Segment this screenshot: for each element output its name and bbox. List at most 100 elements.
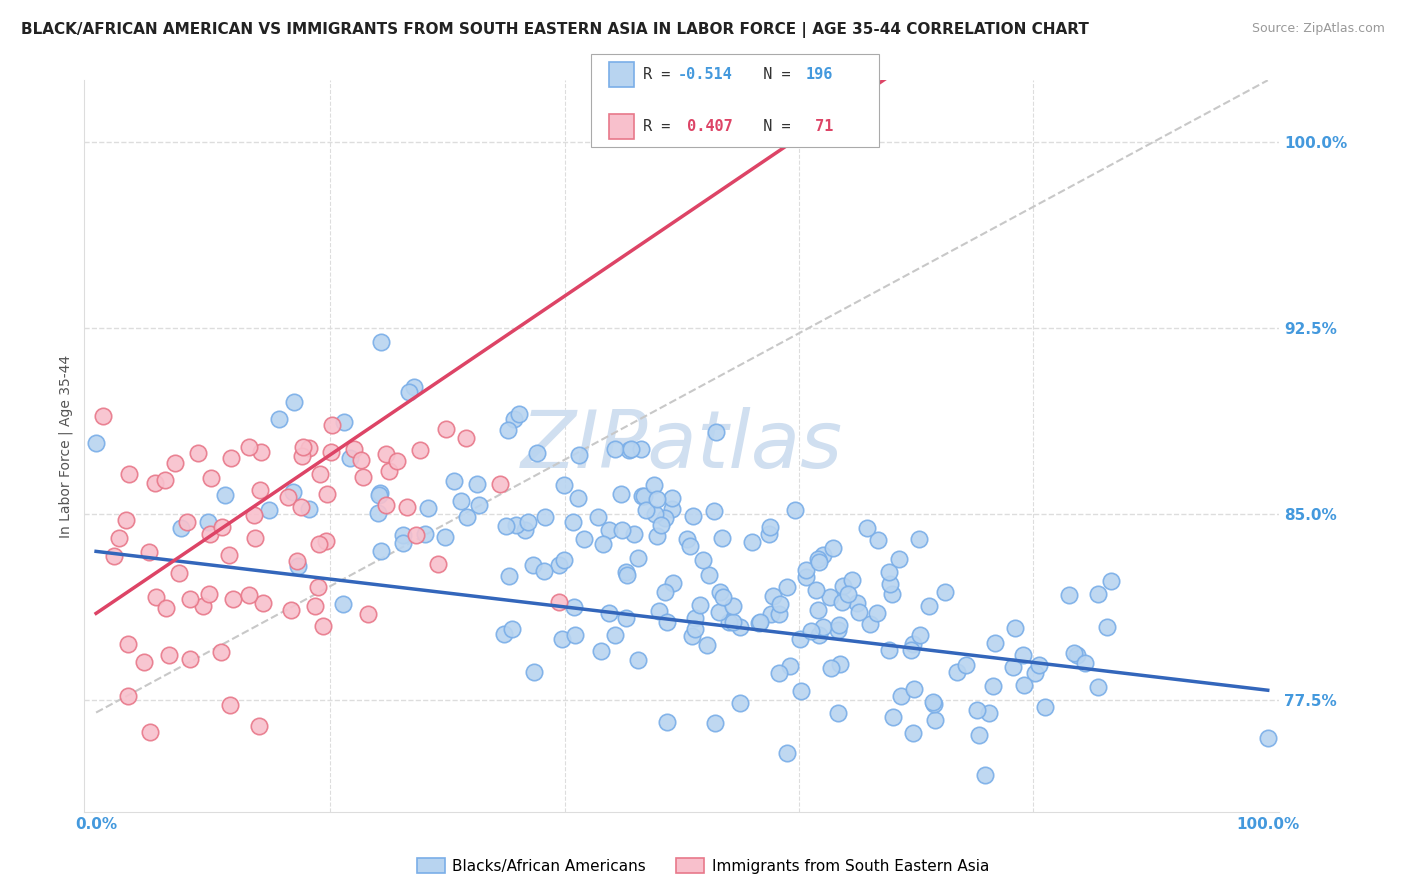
Point <box>454 431 477 445</box>
Point <box>922 697 945 711</box>
Point <box>721 599 744 613</box>
Point <box>704 425 727 440</box>
Point <box>1074 657 1097 671</box>
Point <box>813 548 835 562</box>
Point <box>682 508 704 523</box>
Point <box>370 335 392 350</box>
Point <box>513 523 536 537</box>
Text: N =: N = <box>745 120 800 134</box>
Point <box>418 500 440 515</box>
Text: ZIPatlas: ZIPatlas <box>520 407 844 485</box>
Point <box>434 530 457 544</box>
Point <box>955 657 977 672</box>
Point <box>877 566 900 580</box>
Point <box>879 577 901 591</box>
Point <box>636 503 658 517</box>
Point <box>350 453 373 467</box>
Point <box>633 489 655 503</box>
Point <box>837 587 859 601</box>
Point <box>321 417 343 432</box>
Point <box>645 491 668 506</box>
Text: 0.407: 0.407 <box>678 120 733 134</box>
Point <box>966 702 988 716</box>
Point <box>703 504 725 518</box>
Point <box>1099 574 1122 589</box>
Point <box>567 491 589 506</box>
Point <box>592 537 614 551</box>
Point <box>675 533 697 547</box>
Point <box>619 443 641 458</box>
Point <box>721 615 744 629</box>
Point <box>245 531 267 545</box>
Point <box>882 587 904 601</box>
Point <box>1257 731 1279 745</box>
Point <box>291 450 314 464</box>
Point <box>588 510 610 524</box>
Point <box>623 526 645 541</box>
Point <box>117 637 139 651</box>
Point <box>503 412 526 426</box>
Point <box>828 618 851 632</box>
Point <box>769 597 792 611</box>
Point <box>679 539 702 553</box>
Point <box>197 587 219 601</box>
Point <box>257 502 280 516</box>
Point <box>768 666 790 681</box>
Point <box>562 599 585 614</box>
Point <box>654 511 676 525</box>
Point <box>427 558 450 572</box>
Point <box>179 652 201 666</box>
Point <box>908 628 931 642</box>
Point <box>574 532 596 546</box>
Point <box>616 567 638 582</box>
Point <box>218 548 240 562</box>
Point <box>252 596 274 610</box>
Point <box>900 643 922 657</box>
Point <box>711 591 734 605</box>
Point <box>247 719 270 733</box>
Point <box>187 446 209 460</box>
Point <box>820 661 842 675</box>
Point <box>841 573 863 587</box>
Point <box>1012 678 1035 692</box>
Point <box>984 636 1007 650</box>
Point <box>298 441 321 455</box>
Point <box>683 622 706 636</box>
Point <box>654 584 676 599</box>
Point <box>179 592 201 607</box>
Point <box>249 483 271 498</box>
Point <box>758 526 780 541</box>
Text: BLACK/AFRICAN AMERICAN VS IMMIGRANTS FROM SOUTH EASTERN ASIA IN LABOR FORCE | AG: BLACK/AFRICAN AMERICAN VS IMMIGRANTS FRO… <box>21 22 1090 38</box>
Point <box>807 551 830 566</box>
Point <box>367 506 389 520</box>
Point <box>312 618 335 632</box>
Point <box>630 489 652 503</box>
Point <box>395 500 418 515</box>
Point <box>848 605 870 619</box>
Point <box>827 624 849 638</box>
Text: -0.514: -0.514 <box>678 67 733 81</box>
Point <box>456 510 478 524</box>
Point <box>517 515 540 529</box>
Point <box>800 624 823 638</box>
Text: N =: N = <box>745 67 800 81</box>
Point <box>591 644 613 658</box>
Point <box>370 543 392 558</box>
Point <box>748 615 770 630</box>
Point <box>918 599 941 613</box>
Point <box>564 628 586 642</box>
Point <box>890 689 912 703</box>
Point <box>434 422 457 436</box>
Point <box>163 456 186 470</box>
Point <box>661 576 683 591</box>
Point <box>808 628 831 642</box>
Point <box>866 606 889 620</box>
Point <box>339 451 361 466</box>
Point <box>681 629 703 643</box>
Point <box>1057 589 1080 603</box>
Point <box>219 698 242 713</box>
Point <box>877 643 900 657</box>
Point <box>779 659 801 673</box>
Point <box>308 467 330 482</box>
Point <box>333 415 356 429</box>
